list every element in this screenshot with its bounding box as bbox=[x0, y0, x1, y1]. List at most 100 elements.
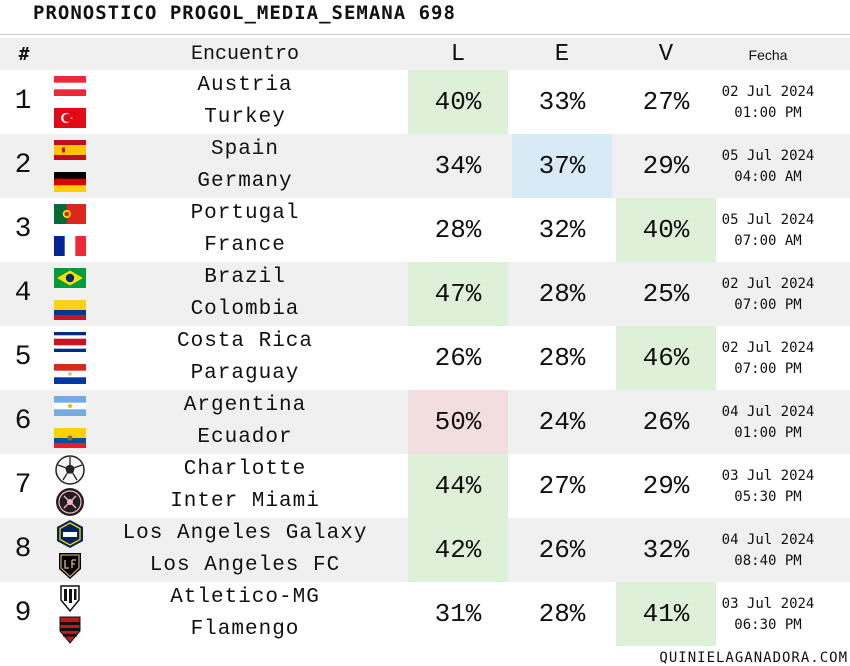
table-header: # Encuentro L E V Fecha bbox=[0, 38, 850, 70]
paraguay-flag-icon bbox=[54, 364, 86, 384]
away-team: Ecuador bbox=[197, 426, 293, 449]
local-pct: 44% bbox=[408, 454, 508, 518]
visitante-pct: 26% bbox=[642, 407, 690, 437]
local-pct: 34% bbox=[434, 151, 482, 181]
away-team: France bbox=[204, 234, 286, 257]
home-team: Brazil bbox=[204, 266, 286, 289]
home-team: Argentina bbox=[183, 394, 307, 417]
visitante-pct: 40% bbox=[616, 198, 716, 262]
match-date: 04 Jul 2024 bbox=[721, 404, 815, 420]
home-team: Spain bbox=[210, 138, 279, 161]
home-team: Austria bbox=[197, 74, 293, 97]
away-team: Germany bbox=[197, 170, 293, 193]
header-empate: E bbox=[554, 41, 570, 68]
row-number: 9 bbox=[14, 598, 32, 629]
match-date: 02 Jul 2024 bbox=[721, 340, 815, 356]
empate-pct: 26% bbox=[538, 535, 586, 565]
title-divider bbox=[0, 34, 850, 35]
row-number: 6 bbox=[14, 406, 32, 437]
local-pct: 31% bbox=[434, 599, 482, 629]
charlotte-crest-icon bbox=[55, 455, 85, 485]
home-team: Costa Rica bbox=[176, 330, 314, 353]
visitante-pct: 41% bbox=[616, 582, 716, 646]
row-number: 5 bbox=[14, 342, 32, 373]
colombia-flag-icon bbox=[54, 300, 86, 320]
france-flag-icon bbox=[54, 236, 86, 256]
match-date: 04 Jul 2024 bbox=[721, 532, 815, 548]
away-team: Colombia bbox=[190, 298, 300, 321]
visitante-pct: 46% bbox=[616, 326, 716, 390]
match-time: 06:30 PM bbox=[734, 617, 802, 633]
argentina-flag-icon bbox=[54, 396, 86, 416]
matches-table: 1 Austria Turkey 40% 33% 27% 02 Jul 2024… bbox=[0, 70, 850, 646]
table-row: 2 Spain Germany 34% 37% 29% 05 Jul 2024 … bbox=[0, 134, 850, 198]
table-row: 1 Austria Turkey 40% 33% 27% 02 Jul 2024… bbox=[0, 70, 850, 134]
match-time: 08:40 PM bbox=[734, 553, 802, 569]
visitante-pct: 27% bbox=[642, 87, 690, 117]
local-pct: 47% bbox=[408, 262, 508, 326]
germany-flag-icon bbox=[54, 172, 86, 192]
table-row: 8 Los Angeles Galaxy Los Angeles FC 42% … bbox=[0, 518, 850, 582]
row-number: 2 bbox=[14, 150, 32, 181]
match-time: 07:00 AM bbox=[734, 233, 802, 249]
brazil-flag-icon bbox=[54, 268, 86, 288]
site-watermark: QUINIELAGANADORA.COM bbox=[659, 650, 848, 666]
lafc-crest-icon bbox=[59, 553, 81, 579]
visitante-pct: 29% bbox=[642, 151, 690, 181]
home-team: Portugal bbox=[190, 202, 300, 225]
away-team: Inter Miami bbox=[170, 490, 320, 513]
match-time: 07:00 PM bbox=[734, 361, 802, 377]
empate-pct: 27% bbox=[538, 471, 586, 501]
austria-flag-icon bbox=[54, 76, 86, 96]
page-title: PRONOSTICO PROGOL_MEDIA_SEMANA 698 bbox=[33, 2, 456, 24]
home-team: Atletico-MG bbox=[170, 586, 320, 609]
row-number: 7 bbox=[14, 470, 32, 501]
local-pct: 28% bbox=[434, 215, 482, 245]
away-team: Flamengo bbox=[190, 618, 300, 641]
match-time: 01:00 PM bbox=[734, 425, 802, 441]
visitante-pct: 29% bbox=[642, 471, 690, 501]
table-row: 5 Costa Rica Paraguay 26% 28% 46% 02 Jul… bbox=[0, 326, 850, 390]
local-pct: 42% bbox=[408, 518, 508, 582]
header-encuentro: Encuentro bbox=[190, 43, 300, 66]
spain-flag-icon bbox=[54, 140, 86, 160]
away-team: Los Angeles FC bbox=[149, 554, 341, 577]
visitante-pct: 25% bbox=[642, 279, 690, 309]
visitante-pct: 32% bbox=[642, 535, 690, 565]
costa-rica-flag-icon bbox=[54, 332, 86, 352]
table-row: 9 Atletico-MG Flamengo 31% 28% 41% 03 Ju… bbox=[0, 582, 850, 646]
row-number: 1 bbox=[14, 86, 32, 117]
home-team: Los Angeles Galaxy bbox=[122, 522, 368, 545]
local-pct: 40% bbox=[408, 70, 508, 134]
match-date: 02 Jul 2024 bbox=[721, 84, 815, 100]
away-team: Paraguay bbox=[190, 362, 300, 385]
empate-pct: 28% bbox=[538, 279, 586, 309]
turkey-flag-icon bbox=[54, 108, 86, 128]
atletico-mg-crest-icon bbox=[60, 585, 80, 613]
local-pct: 50% bbox=[408, 390, 508, 454]
match-date: 02 Jul 2024 bbox=[721, 276, 815, 292]
header-local: L bbox=[450, 41, 466, 68]
table-row: 6 Argentina Ecuador 50% 24% 26% 04 Jul 2… bbox=[0, 390, 850, 454]
table-row: 3 Portugal France 28% 32% 40% 05 Jul 202… bbox=[0, 198, 850, 262]
home-team: Charlotte bbox=[183, 458, 307, 481]
empate-pct: 28% bbox=[538, 599, 586, 629]
header-fecha: Fecha bbox=[748, 47, 788, 63]
header-num: # bbox=[18, 44, 30, 65]
table-row: 4 Brazil Colombia 47% 28% 25% 02 Jul 202… bbox=[0, 262, 850, 326]
match-time: 01:00 PM bbox=[734, 105, 802, 121]
empate-pct: 28% bbox=[538, 343, 586, 373]
away-team: Turkey bbox=[204, 106, 286, 129]
empate-pct: 33% bbox=[538, 87, 586, 117]
ecuador-flag-icon bbox=[54, 428, 86, 448]
empate-pct: 32% bbox=[538, 215, 586, 245]
match-time: 04:00 AM bbox=[734, 169, 802, 185]
empate-pct: 37% bbox=[512, 134, 612, 198]
row-number: 3 bbox=[14, 214, 32, 245]
match-date: 05 Jul 2024 bbox=[721, 148, 815, 164]
match-date: 05 Jul 2024 bbox=[721, 212, 815, 228]
match-time: 07:00 PM bbox=[734, 297, 802, 313]
local-pct: 26% bbox=[434, 343, 482, 373]
row-number: 4 bbox=[14, 278, 32, 309]
row-number: 8 bbox=[14, 534, 32, 565]
